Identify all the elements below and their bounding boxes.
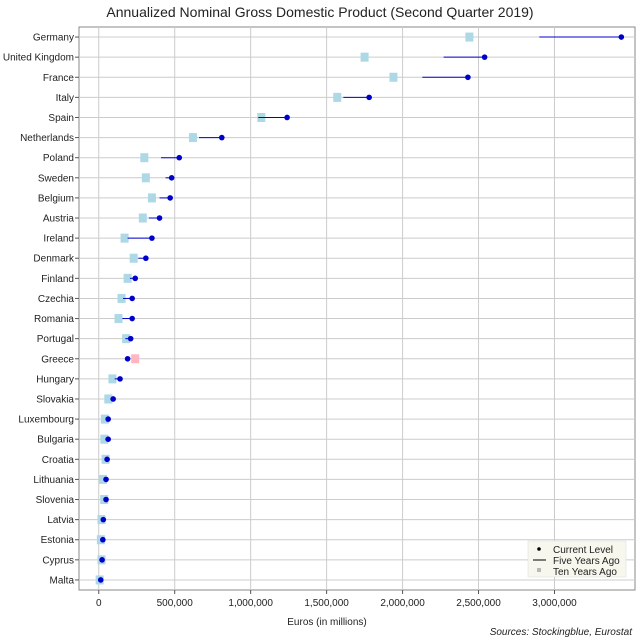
x-tick-label: 2,000,000 xyxy=(380,598,425,609)
current-level-point xyxy=(284,114,290,121)
current-level-point xyxy=(366,94,372,101)
current-level-point xyxy=(129,315,135,322)
x-tick-label: 1,500,000 xyxy=(304,598,349,609)
ten-years-marker xyxy=(147,193,156,203)
category-label: Greece xyxy=(41,354,74,365)
category-label: Estonia xyxy=(41,535,75,546)
current-level-point xyxy=(218,134,225,141)
category-label: Slovenia xyxy=(36,495,75,506)
category-label: Lithuania xyxy=(33,475,74,486)
category-label: Luxembourg xyxy=(18,415,74,426)
x-tick-label: 1,000,000 xyxy=(228,598,273,609)
current-level-point xyxy=(465,74,471,81)
x-axis: 0 500,000 1,000,000 1,500,000 2,000,000 2,500… xyxy=(75,36,577,609)
ten-years-marker xyxy=(120,233,129,243)
category-label: Cyprus xyxy=(42,555,74,566)
category-label: Finland xyxy=(41,274,74,285)
data-marks xyxy=(95,32,625,585)
plot-area xyxy=(78,26,636,591)
category-label: France xyxy=(43,73,75,84)
ten-years-marker xyxy=(114,314,123,324)
ten-years-marker xyxy=(188,133,197,143)
current-level-point xyxy=(129,295,135,302)
current-level-point xyxy=(618,34,625,40)
current-level-point xyxy=(132,275,139,282)
ten-years-marker xyxy=(100,434,109,444)
x-tick-label: 2,500,000 xyxy=(456,598,501,609)
category-label: Czechia xyxy=(38,294,75,305)
category-label: Denmark xyxy=(33,254,75,265)
current-level-point xyxy=(103,496,109,503)
legend-five-years-label: Five Years Ago xyxy=(553,556,620,567)
x-axis-label: Euros (in millions) xyxy=(287,617,366,628)
legend-box xyxy=(527,540,627,578)
category-label: Sweden xyxy=(38,173,74,184)
legend-ten-years-symbol xyxy=(537,568,541,572)
x-tick-label: 0 xyxy=(96,598,102,609)
ten-years-marker xyxy=(138,213,147,223)
ten-years-marker xyxy=(129,253,138,263)
current-level-point xyxy=(168,175,175,181)
legend: Current Level Five Years Ago Ten Years A… xyxy=(527,540,627,578)
ten-years-marker xyxy=(117,293,126,303)
current-level-point xyxy=(156,215,163,221)
current-level-point xyxy=(100,536,106,543)
current-level-point xyxy=(167,195,173,201)
chart-title: Annualized Nominal Gross Domestic Produc… xyxy=(106,4,533,20)
category-label: Italy xyxy=(56,93,74,104)
category-label: Austria xyxy=(43,214,75,225)
category-label: Germany xyxy=(33,33,74,44)
current-level-point xyxy=(124,355,131,362)
category-label: Belgium xyxy=(38,193,74,204)
category-label: Romania xyxy=(34,314,74,325)
ten-years-marker xyxy=(108,374,117,384)
ten-years-marker xyxy=(98,474,107,484)
ten-years-marker xyxy=(140,153,149,163)
ten-years-marker xyxy=(389,72,398,82)
category-label: United Kingdom xyxy=(3,53,74,64)
current-level-point xyxy=(105,436,111,442)
source-note: Sources: Stockingblue, Eurostat xyxy=(490,627,634,638)
current-level-point xyxy=(104,456,110,463)
current-level-point xyxy=(176,154,183,161)
current-level-point xyxy=(481,54,488,60)
current-level-point xyxy=(127,335,134,342)
current-level-point xyxy=(103,476,109,483)
current-level-point xyxy=(149,235,155,241)
category-label: Spain xyxy=(48,113,74,124)
current-level-point xyxy=(117,376,123,382)
ten-years-marker xyxy=(104,394,113,404)
current-level-point xyxy=(110,396,116,402)
category-labels: Germany United Kingdom France Italy Spain Net… xyxy=(3,33,75,587)
category-label: Croatia xyxy=(42,455,75,466)
category-label: Malta xyxy=(50,575,75,586)
current-level-point xyxy=(143,255,149,262)
current-level-point xyxy=(100,516,107,523)
x-tick-label: 500,000 xyxy=(157,598,194,609)
ten-years-marker xyxy=(123,273,132,283)
category-label: Portugal xyxy=(37,334,74,345)
current-level-point xyxy=(99,557,105,563)
category-label: Netherlands xyxy=(20,133,74,144)
category-label: Slovakia xyxy=(36,394,74,405)
category-label: Hungary xyxy=(36,374,74,385)
current-level-point xyxy=(105,416,111,422)
ten-years-marker xyxy=(333,92,342,102)
ten-years-marker xyxy=(100,414,109,424)
ten-years-marker xyxy=(465,32,474,42)
ten-years-marker xyxy=(131,354,140,364)
ten-years-marker xyxy=(360,52,369,62)
x-tick-label: 3,000,000 xyxy=(532,598,577,609)
legend-ten-years-label: Ten Years Ago xyxy=(553,567,617,578)
category-label: Bulgaria xyxy=(37,435,74,446)
legend-current-label: Current Level xyxy=(553,545,613,556)
category-label: Ireland xyxy=(43,234,74,245)
category-label: Latvia xyxy=(47,515,74,526)
gridlines xyxy=(79,27,635,590)
current-level-point xyxy=(97,577,104,583)
category-label: Poland xyxy=(43,153,74,164)
legend-current-symbol xyxy=(537,547,541,551)
ten-years-marker xyxy=(141,173,150,183)
